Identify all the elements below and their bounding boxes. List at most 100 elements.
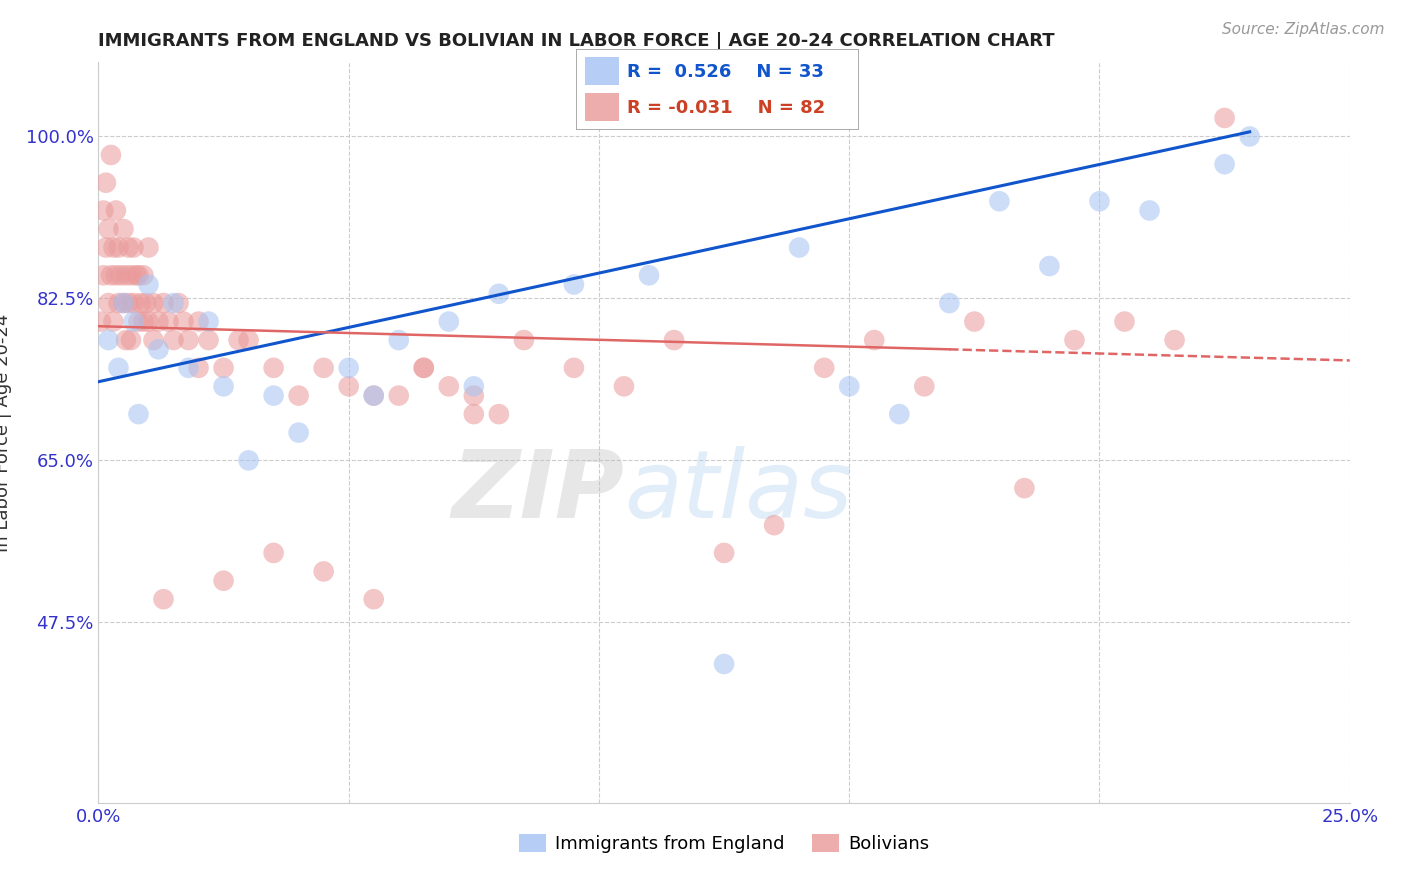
Point — [212, 360, 235, 375]
Point — [212, 379, 235, 393]
Point — [97, 333, 120, 347]
Point — [142, 296, 165, 310]
Point — [287, 389, 309, 403]
Point — [1239, 129, 1261, 144]
Point — [263, 546, 285, 560]
Point — [138, 277, 160, 292]
Point — [263, 389, 285, 403]
Text: atlas: atlas — [624, 446, 852, 537]
Point — [138, 240, 160, 255]
Point — [94, 240, 117, 255]
Point — [132, 268, 155, 283]
Point — [157, 315, 180, 329]
Point — [120, 268, 142, 283]
Point — [162, 333, 184, 347]
Point — [912, 379, 935, 393]
Point — [337, 379, 360, 393]
Text: Source: ZipAtlas.com: Source: ZipAtlas.com — [1222, 22, 1385, 37]
Y-axis label: In Labor Force | Age 20-24: In Labor Force | Age 20-24 — [0, 313, 11, 552]
Point — [97, 222, 120, 236]
Point — [90, 315, 112, 329]
Point — [337, 360, 360, 375]
Point — [177, 360, 200, 375]
Point — [562, 277, 585, 292]
Text: R =  0.526    N = 33: R = 0.526 N = 33 — [627, 62, 824, 80]
Point — [312, 360, 335, 375]
Point — [488, 407, 510, 421]
Point — [787, 240, 810, 255]
Point — [228, 333, 250, 347]
Point — [437, 315, 460, 329]
Point — [463, 389, 485, 403]
Point — [713, 546, 735, 560]
Point — [117, 296, 139, 310]
Point — [122, 315, 145, 329]
Point — [388, 333, 411, 347]
Point — [167, 296, 190, 310]
Point — [110, 268, 132, 283]
Point — [142, 333, 165, 347]
Point — [363, 389, 385, 403]
Point — [463, 379, 485, 393]
Point — [177, 333, 200, 347]
Point — [238, 453, 260, 467]
Point — [1163, 333, 1185, 347]
Point — [638, 268, 661, 283]
Point — [100, 148, 122, 162]
Point — [437, 379, 460, 393]
Point — [122, 240, 145, 255]
Point — [187, 315, 209, 329]
Point — [388, 389, 411, 403]
Text: IMMIGRANTS FROM ENGLAND VS BOLIVIAN IN LABOR FORCE | AGE 20-24 CORRELATION CHART: IMMIGRANTS FROM ENGLAND VS BOLIVIAN IN L… — [98, 32, 1054, 50]
Point — [1063, 333, 1085, 347]
Point — [93, 203, 115, 218]
Point — [152, 592, 174, 607]
Point — [112, 296, 135, 310]
Point — [1213, 157, 1236, 171]
Point — [104, 268, 127, 283]
Point — [813, 360, 835, 375]
Point — [104, 203, 127, 218]
Point — [938, 296, 960, 310]
Point — [263, 360, 285, 375]
Point — [112, 296, 135, 310]
Point — [1088, 194, 1111, 209]
Point — [122, 296, 145, 310]
Point — [93, 268, 115, 283]
Point — [97, 296, 120, 310]
Point — [152, 296, 174, 310]
Text: ZIP: ZIP — [451, 446, 624, 538]
Point — [117, 240, 139, 255]
Point — [463, 407, 485, 421]
Point — [613, 379, 636, 393]
Point — [138, 315, 160, 329]
Point — [112, 222, 135, 236]
Point — [763, 518, 786, 533]
Point — [488, 286, 510, 301]
Point — [713, 657, 735, 671]
Point — [1213, 111, 1236, 125]
Point — [148, 343, 170, 357]
Point — [148, 315, 170, 329]
Point — [197, 315, 219, 329]
Point — [212, 574, 235, 588]
Point — [412, 360, 434, 375]
Point — [127, 315, 149, 329]
Point — [838, 379, 860, 393]
Point — [863, 333, 886, 347]
Point — [115, 333, 138, 347]
Point — [129, 296, 152, 310]
Point — [363, 592, 385, 607]
Point — [107, 240, 129, 255]
Point — [363, 389, 385, 403]
Legend: Immigrants from England, Bolivians: Immigrants from England, Bolivians — [512, 827, 936, 861]
Point — [103, 240, 125, 255]
Point — [312, 565, 335, 579]
Point — [173, 315, 195, 329]
Point — [662, 333, 685, 347]
Point — [963, 315, 986, 329]
Point — [127, 268, 149, 283]
Point — [127, 407, 149, 421]
Point — [197, 333, 219, 347]
Point — [1014, 481, 1036, 495]
